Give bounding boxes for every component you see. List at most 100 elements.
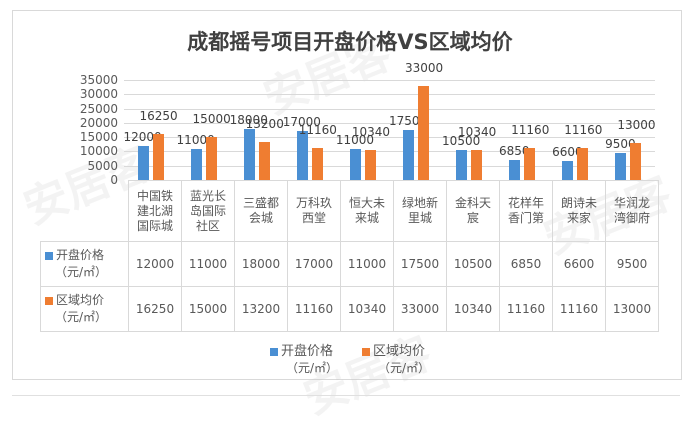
category-label-line: 里城 [407,211,432,225]
y-tick-label: 25000 [79,101,118,116]
bar-regional-average [418,85,430,180]
bar-regional-average [471,150,483,180]
data-label: 16250 [139,108,178,123]
y-tick-label: 0 [110,173,118,187]
bar-opening-price [456,150,468,180]
legend-swatch-icon [45,251,53,260]
category-label-line: 岛国际 [189,203,226,218]
bar-opening-price [615,152,627,180]
bar-regional-average [364,150,376,180]
table-cell: 17000 [287,241,341,287]
bar-regional-average [205,137,217,180]
data-label: 6850 [498,144,530,159]
category-label-line: 华润龙 [613,196,650,210]
category-label-line: 绿地新 [401,196,438,210]
table-cell: 11160 [552,286,606,332]
table-cell: 10500 [446,241,500,287]
category-label: 朗诗未 来家 [552,180,606,242]
category-label: 蓝光长 岛国际 社区 [181,180,235,242]
table-cell: 6850 [499,241,553,287]
bar-regional-average [311,148,323,180]
table-cell: 11160 [287,286,341,332]
bar-opening-price [349,148,361,180]
bar-regional-average [258,142,270,180]
bar-regional-average [577,148,589,180]
table-cell: 12000 [128,241,182,287]
category-label-line: 湾御府 [613,211,650,225]
category-label-line: 国际城 [136,218,173,233]
data-label: 10340 [351,125,391,140]
table-cell: 18000 [234,241,288,287]
category-label-line: 来城 [354,211,379,225]
table-cell: 17500 [393,241,447,287]
data-table: 中国铁 建北湖 国际城 蓝光长 岛国际 社区 三盛都 会城 万科玖 西堂 恒大未 来城 绿地新 里城 金科天… [40,180,659,332]
bar-opening-price [562,161,574,180]
gridline [124,151,655,153]
gridline [124,108,655,110]
category-label: 三盛都 会城 [234,180,288,242]
gridline [124,122,655,124]
category-label: 恒大未 来城 [340,180,394,242]
legend-unit: （元/㎡） [286,361,339,375]
data-label: 13000 [617,117,656,132]
series-label: 区域均价 （元/㎡） [40,286,129,332]
category-label-line: 社区 [195,218,220,233]
bar-opening-price [243,128,255,180]
divider [12,395,680,396]
category-label-line: 中国铁 [136,188,173,203]
table-corner [40,180,129,242]
category-label: 花样年 香门第 [499,180,553,242]
table-cell: 15000 [181,286,235,332]
bar-opening-price [509,160,521,180]
series-unit: （元/㎡） [55,310,108,324]
y-tick-label: 5000 [87,158,118,173]
bar-regional-average [524,148,536,180]
data-label: 15000 [192,112,231,127]
category-label-line: 恒大未 [348,196,385,210]
legend-item: 开盘价格 （元/㎡） [270,343,338,377]
category-label: 金科天宸 [446,180,500,242]
gridline [124,137,655,139]
table-cell: 11160 [499,286,553,332]
category-label-line: 会城 [248,211,273,225]
bar-opening-price [190,148,202,180]
data-label: 10500 [442,134,481,148]
category-label-line: 建北湖 [136,203,173,218]
data-label: 17000 [282,115,321,130]
category-label-line: 西堂 [301,211,326,225]
category-label-line: 金科天 [454,196,491,210]
series-label: 开盘价格 （元/㎡） [40,241,129,287]
bar-opening-price [403,130,415,180]
data-label: 6600 [552,145,583,160]
y-tick-label: 35000 [79,73,118,87]
table-cell: 10340 [446,286,500,332]
gridline [124,94,655,96]
gridline [124,165,655,167]
category-label-line: 宸 [466,211,479,225]
bar-opening-price [137,145,149,180]
y-tick-label: 15000 [79,130,118,145]
table-row: 开盘价格 （元/㎡） 12000 11000 18000 17000 11000 17500 1… [40,241,659,287]
legend-label: 开盘价格 [281,344,334,359]
category-label: 中国铁 建北湖 国际城 [128,180,182,242]
data-label: 17500 [388,114,428,128]
data-label: 18000 [229,112,268,127]
series-name: 区域均价 [56,293,105,307]
legend-swatch-icon [270,347,278,356]
table-cell: 16250 [128,286,182,332]
table-cell: 13000 [605,286,659,332]
legend-label: 区域均价 [373,344,426,359]
y-tick-label: 20000 [79,115,118,130]
data-label: 11160 [564,123,603,138]
data-label: 10340 [458,125,497,140]
table-cell: 6600 [552,241,606,287]
category-label: 华润龙 湾御府 [605,180,659,242]
table-cell: 33000 [393,286,447,332]
data-label: 12000 [123,129,162,144]
table-cell: 11000 [340,241,394,287]
data-label: 11160 [298,123,337,138]
category-label-line: 万科玖 [295,196,332,210]
table-cell: 9500 [605,241,659,287]
legend-unit: （元/㎡） [378,361,431,375]
series-unit: （元/㎡） [55,265,108,279]
